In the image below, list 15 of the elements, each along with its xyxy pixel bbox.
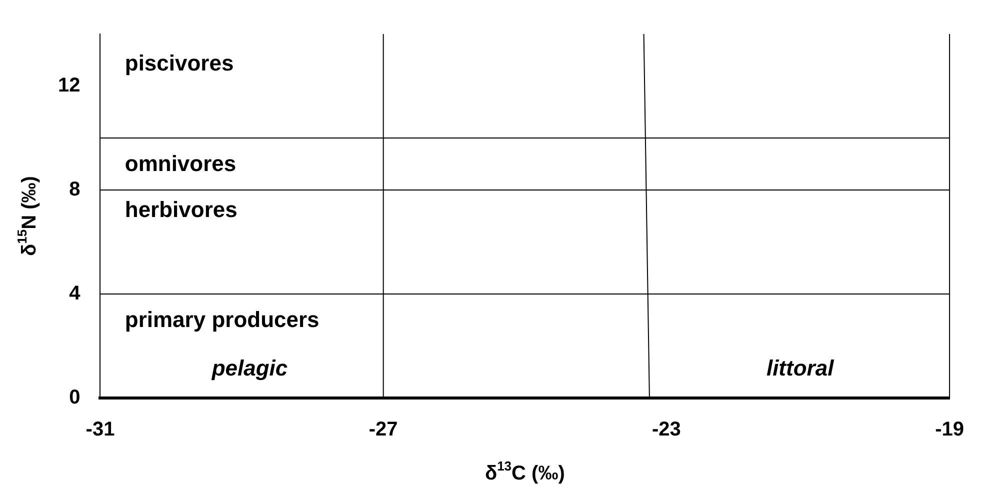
annotation: omnivores — [124, 151, 236, 176]
x-tick-label: -19 — [935, 418, 964, 441]
y-tick-label: 12 — [58, 74, 80, 97]
x-tick-label: -31 — [86, 418, 115, 441]
annotation: littoral — [766, 356, 835, 381]
x-tick-label: -23 — [652, 418, 681, 441]
y-axis-title: δ15N (‰) — [14, 176, 41, 256]
x-tick-label: -27 — [368, 418, 398, 441]
y-tick-label: 4 — [69, 282, 82, 305]
y-tick-label: 0 — [69, 386, 80, 409]
y-tick-label: 8 — [69, 178, 80, 201]
annotation: pelagic — [210, 356, 288, 381]
annotation: piscivores — [124, 50, 234, 76]
annotation: herbivores — [124, 196, 238, 222]
annotation: primary producers — [124, 306, 320, 332]
